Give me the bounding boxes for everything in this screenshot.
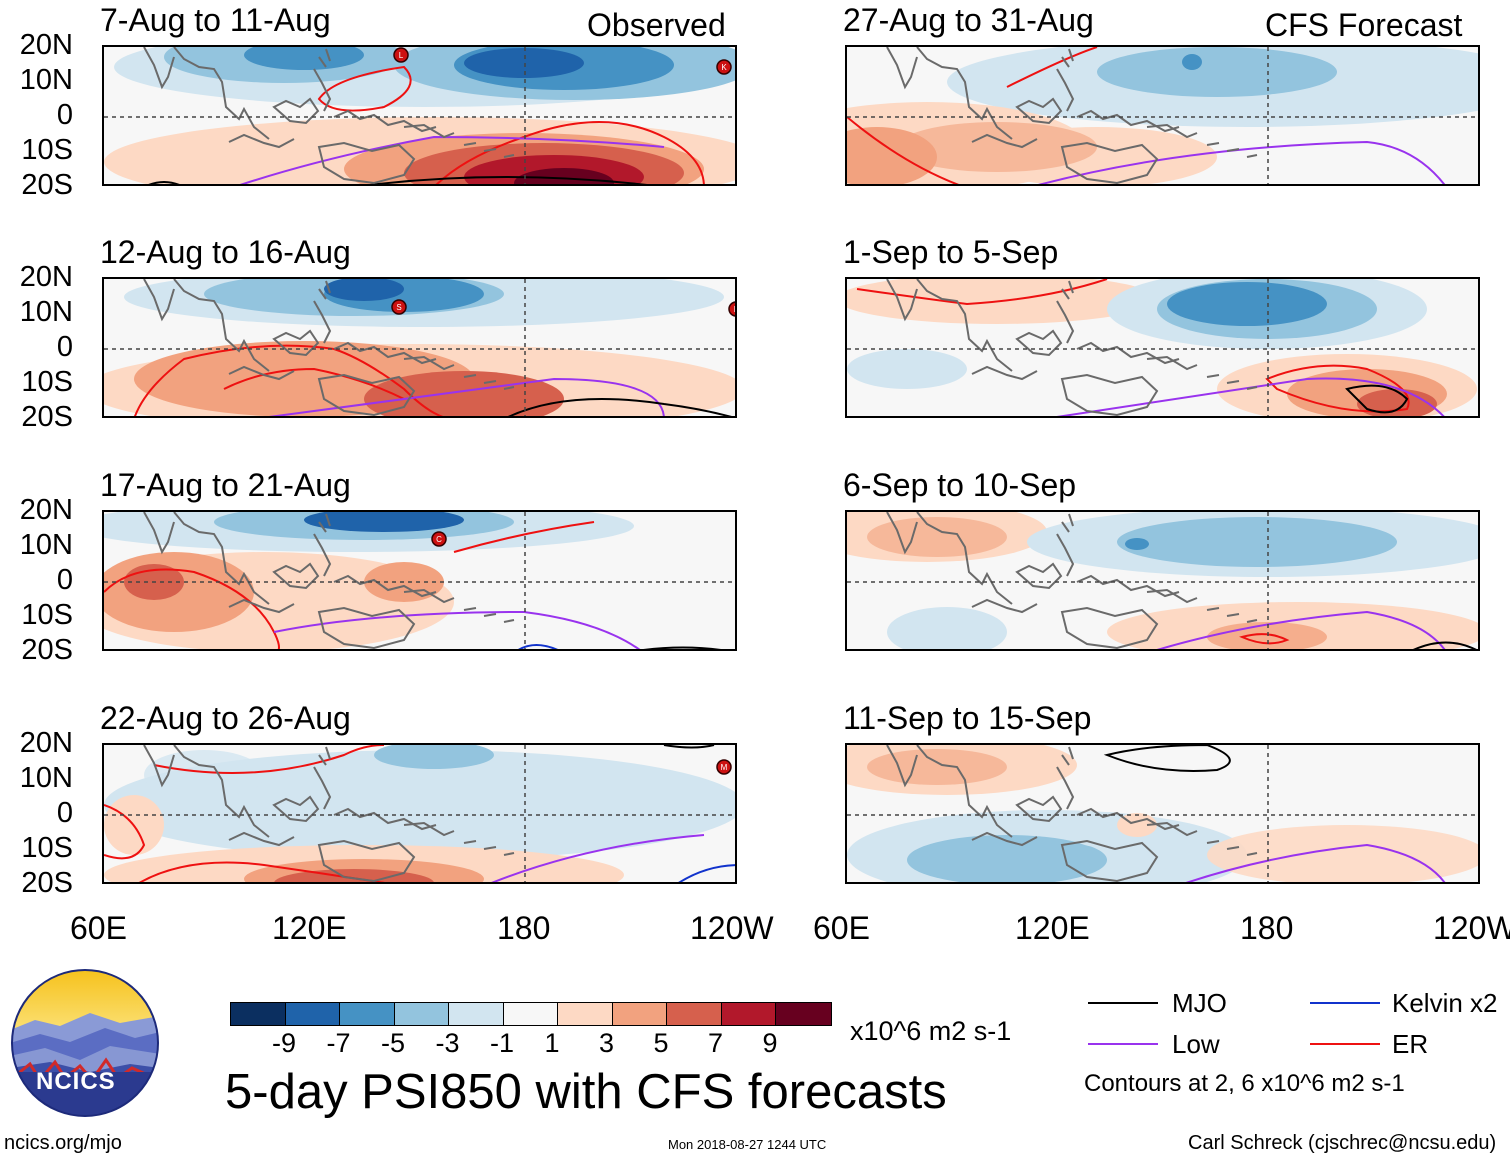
footer-credit: Carl Schreck (cjschrec@ncsu.edu)	[1188, 1132, 1497, 1154]
lon-label-60e: 60E	[813, 910, 870, 946]
colorbar-swatch	[449, 1003, 504, 1025]
lat-label: 20S	[21, 867, 73, 899]
lon-label-120e: 120E	[1015, 910, 1090, 946]
map-panel-forecast-1	[845, 45, 1480, 186]
lat-label: 10S	[21, 832, 73, 864]
ncics-logo: NCICS	[10, 968, 160, 1118]
colorbar-tick-label: 3	[599, 1028, 615, 1058]
colorbar-tick-label: -7	[326, 1028, 351, 1058]
colorbar-swatch	[285, 1003, 340, 1025]
map-panel-forecast-4	[845, 743, 1480, 884]
colorbar-tick-label: 5	[653, 1028, 669, 1058]
lat-label: 10S	[21, 599, 73, 631]
lon-label-120e: 120E	[272, 910, 347, 946]
lat-label: 10N	[19, 296, 73, 328]
colorbar-swatch	[612, 1003, 667, 1025]
colorbar-swatch	[558, 1003, 613, 1025]
footer-url[interactable]: ncics.org/mjo	[4, 1132, 122, 1154]
map-panel-observed-3: C	[102, 510, 737, 651]
lat-label: 20N	[19, 29, 73, 61]
legend-low-line	[1088, 1043, 1158, 1045]
legend-er-label: ER	[1392, 1029, 1429, 1059]
colorbar-tick-label: -5	[381, 1028, 406, 1058]
colorbar-swatch	[503, 1003, 558, 1025]
lon-label-60e: 60E	[70, 910, 127, 946]
lon-label-120w: 120W	[1433, 910, 1510, 946]
storm-marker-icon: K	[716, 59, 732, 75]
lat-label: 20N	[19, 261, 73, 293]
lat-label: 20S	[21, 634, 73, 666]
colorbar-swatch	[394, 1003, 449, 1025]
map-panel-observed-2: SL	[102, 277, 737, 418]
lat-label: 10N	[19, 529, 73, 561]
main-title: 5-day PSI850 with CFS forecasts	[225, 1065, 947, 1119]
colorbar-tick-label: 7	[708, 1028, 724, 1058]
lat-label: 0	[56, 797, 73, 829]
lat-label: 10S	[21, 366, 73, 398]
legend-mjo-line	[1088, 1002, 1158, 1004]
logo-text: NCICS	[36, 1068, 116, 1095]
lat-label: 20N	[19, 494, 73, 526]
lon-label-180: 180	[497, 910, 551, 946]
panel-title: 6-Sep to 10-Sep	[843, 467, 1077, 503]
panel-title: 11-Sep to 15-Sep	[843, 700, 1092, 736]
lat-label: 20S	[21, 401, 73, 433]
storm-marker-icon: L	[393, 47, 409, 63]
map-panel-forecast-2	[845, 277, 1480, 418]
lat-label: 10N	[19, 64, 73, 96]
panel-title: 1-Sep to 5-Sep	[843, 234, 1059, 270]
cfs-forecast-header: CFS Forecast	[1265, 7, 1463, 43]
map-panel-forecast-3	[845, 510, 1480, 651]
colorbar-units: x10^6 m2 s-1	[850, 1016, 1012, 1046]
legend-mjo-label: MJO	[1172, 988, 1227, 1018]
legend-kelvin-line	[1310, 1002, 1380, 1004]
lat-label: 0	[56, 99, 73, 131]
colorbar-swatch	[231, 1003, 286, 1025]
colorbar-swatch	[340, 1003, 395, 1025]
panel-title: 17-Aug to 21-Aug	[100, 467, 351, 503]
storm-marker-icon: L	[728, 301, 735, 317]
observed-header: Observed	[587, 7, 726, 43]
colorbar-tick-label: 1	[544, 1028, 560, 1058]
svg-text:C: C	[436, 535, 442, 544]
svg-text:L: L	[399, 51, 404, 60]
svg-text:S: S	[396, 303, 401, 312]
panel-title: 7-Aug to 11-Aug	[100, 2, 331, 38]
lat-label: 0	[56, 564, 73, 596]
lat-label: 10N	[19, 762, 73, 794]
colorbar	[230, 1002, 832, 1026]
storm-marker-icon: M	[716, 759, 732, 775]
colorbar-tick-label: 9	[762, 1028, 778, 1058]
panel-title: 12-Aug to 16-Aug	[100, 234, 351, 270]
colorbar-swatch	[776, 1003, 831, 1025]
svg-text:L: L	[734, 305, 735, 314]
storm-marker-icon: C	[431, 531, 447, 547]
contour-note: Contours at 2, 6 x10^6 m2 s-1	[1084, 1070, 1405, 1097]
lat-label: 20N	[19, 727, 73, 759]
lon-label-180: 180	[1240, 910, 1294, 946]
lon-label-120w: 120W	[690, 910, 774, 946]
svg-text:M: M	[721, 763, 728, 772]
panel-title: 27-Aug to 31-Aug	[843, 2, 1094, 38]
lat-label: 0	[56, 331, 73, 363]
footer-timestamp: Mon 2018-08-27 1244 UTC	[668, 1137, 827, 1152]
lat-label: 10S	[21, 134, 73, 166]
colorbar-tick-label: -9	[272, 1028, 297, 1058]
colorbar-swatch	[721, 1003, 776, 1025]
legend-low-label: Low	[1172, 1029, 1220, 1059]
legend-er-line	[1310, 1043, 1380, 1045]
panel-title: 22-Aug to 26-Aug	[100, 700, 351, 736]
colorbar-tick-label: -1	[490, 1028, 515, 1058]
colorbar-swatch	[667, 1003, 722, 1025]
storm-marker-icon: S	[391, 299, 407, 315]
legend-kelvin-label: Kelvin x2	[1392, 988, 1498, 1018]
lat-label: 20S	[21, 169, 73, 201]
colorbar-tick-label: -3	[435, 1028, 460, 1058]
svg-text:K: K	[721, 63, 727, 72]
map-panel-observed-4: M	[102, 743, 737, 884]
